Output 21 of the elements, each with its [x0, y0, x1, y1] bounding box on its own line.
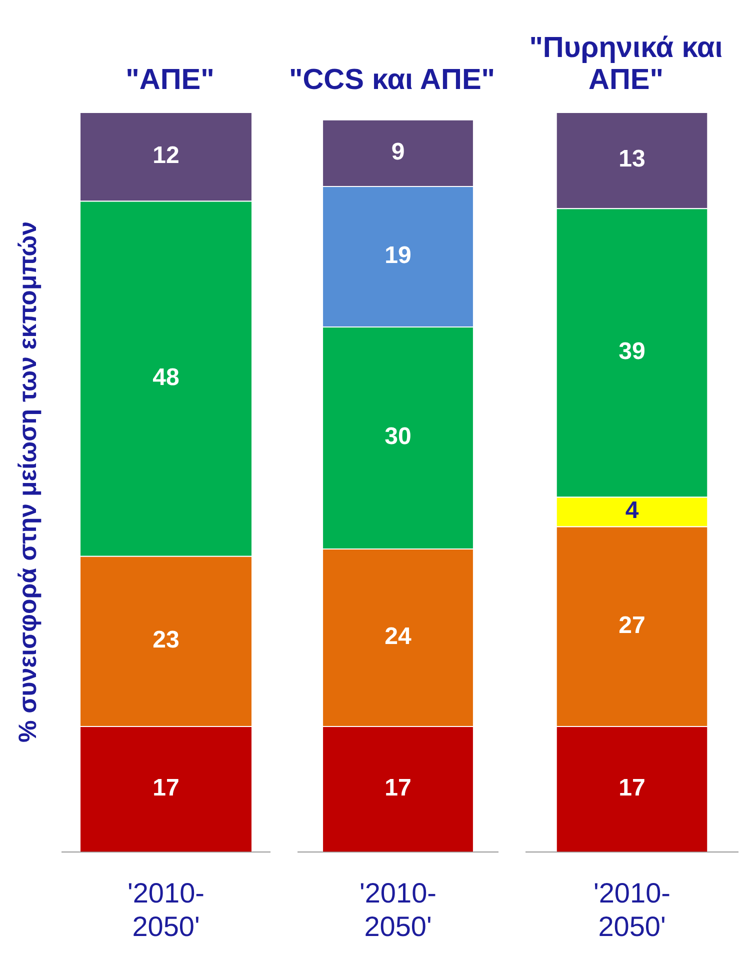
- data-label: 30: [384, 423, 412, 450]
- data-label: 27: [618, 612, 646, 639]
- data-label: 19: [384, 242, 412, 269]
- data-label: 24: [384, 622, 412, 650]
- chart-title: "Πυρηνικά και ΑΠΕ": [528, 31, 724, 98]
- data-label: 4: [625, 497, 640, 524]
- data-label: 17: [384, 774, 412, 802]
- x-tick-label: '2010-2050': [360, 877, 436, 942]
- data-label: 17: [618, 774, 646, 802]
- chart-title: "ΑΠΕ": [124, 63, 216, 98]
- data-label: 17: [152, 774, 180, 802]
- data-label: 48: [152, 364, 180, 391]
- x-tick-label: '2010-2050': [594, 877, 670, 942]
- data-label: 39: [618, 338, 646, 366]
- data-label: 23: [152, 626, 180, 654]
- data-label: 9: [391, 138, 405, 166]
- y-axis-title: % συνεισφορά στην μείωση των εκπομπών: [14, 221, 42, 743]
- data-label: 12: [152, 142, 180, 170]
- data-label: 13: [618, 146, 646, 173]
- chart-title: "CCS και ΑΠΕ": [288, 63, 496, 98]
- x-tick-label: '2010-2050': [128, 877, 204, 942]
